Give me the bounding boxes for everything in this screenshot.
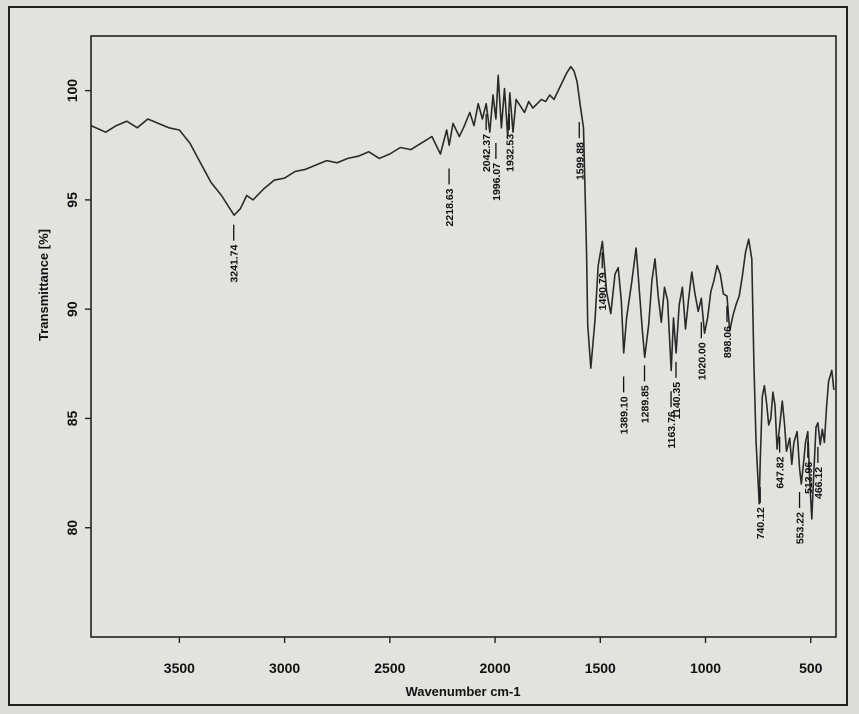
peak-label: 1490.79	[597, 272, 609, 310]
peak-label: 1932.53	[504, 134, 516, 172]
x-tick-label: 3000	[269, 660, 300, 676]
series-layer	[90, 65, 835, 520]
peak-label: 1163.76	[666, 411, 678, 449]
peak-label: 1140.35	[671, 382, 683, 420]
y-axis-ticks: 80 85 90 95 100	[64, 79, 91, 536]
peak-label: 898.06	[722, 326, 734, 358]
y-axis-title: Transmittance [%]	[36, 229, 51, 341]
x-tick-label: 500	[799, 660, 823, 676]
peak-label: 2218.63	[444, 188, 456, 226]
x-tick-label: 3500	[164, 660, 195, 676]
peak-label: 1599.88	[574, 142, 586, 180]
x-axis-title: Wavenumber cm-1	[405, 684, 520, 699]
peak-label: 553.22	[795, 512, 807, 544]
figure-border	[8, 6, 848, 706]
spectrum-line	[90, 65, 835, 520]
x-tick-label: 2000	[479, 660, 510, 676]
y-tick-label: 100	[64, 79, 80, 103]
peak-label: 1389.10	[619, 396, 631, 434]
peak-label: 1020.00	[696, 342, 708, 380]
peak-label: 1996.07	[491, 163, 503, 201]
y-tick-label: 85	[64, 410, 80, 426]
peak-label: 740.12	[755, 507, 767, 539]
x-axis-ticks: 3500 3000 2500 2000 1500 1000 500	[164, 637, 823, 676]
x-tick-label: 1000	[690, 660, 721, 676]
peak-label: 466.12	[813, 467, 825, 499]
peak-label: 513.96	[803, 462, 815, 494]
peak-label: 3241.74	[229, 244, 241, 282]
y-tick-label: 80	[64, 520, 80, 536]
peak-label: 2042.37	[481, 134, 493, 172]
x-tick-label: 2500	[374, 660, 405, 676]
y-tick-label: 90	[64, 301, 80, 317]
y-tick-label: 95	[64, 192, 80, 208]
x-tick-label: 1500	[585, 660, 616, 676]
peak-label: 1289.85	[640, 385, 652, 423]
peak-label: 647.82	[775, 456, 787, 488]
plot-area-frame	[90, 35, 837, 638]
